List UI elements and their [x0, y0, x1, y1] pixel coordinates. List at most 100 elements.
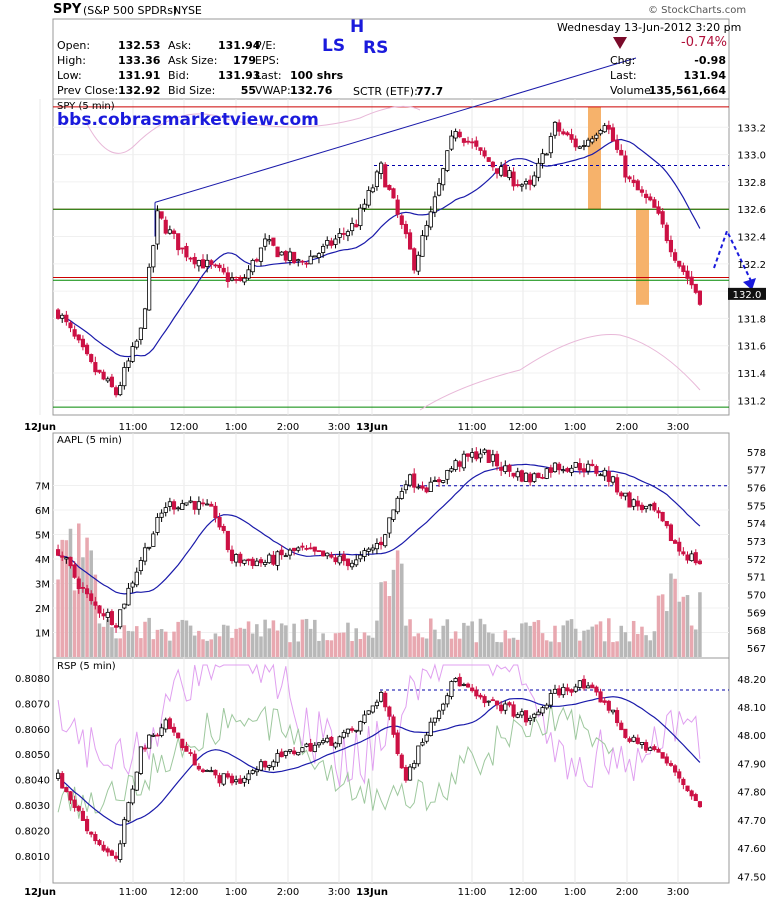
- rsp-candle: [594, 686, 599, 693]
- x-tick-label-top: 12:00: [170, 422, 199, 433]
- aapl-volume-bar: [97, 623, 102, 657]
- aapl-candle: [234, 554, 239, 563]
- rsp-candle: [697, 801, 702, 808]
- aapl-volume-bar: [511, 637, 516, 657]
- aapl-candle: [590, 463, 595, 467]
- spy-candle: [586, 139, 591, 147]
- spy-candle: [275, 246, 280, 258]
- x-tick-label-bottom: 12Jun: [24, 887, 56, 898]
- rsp-candle: [536, 711, 541, 716]
- rsp-candle: [267, 765, 272, 768]
- aapl-volume-bar: [631, 620, 636, 657]
- aapl-candle: [304, 547, 309, 550]
- header-v3-2: 100 shrs: [290, 69, 344, 82]
- aapl-candle: [561, 469, 566, 472]
- spy-candle: [287, 251, 293, 261]
- rsp-candle: [300, 747, 305, 753]
- aapl-candle: [689, 553, 694, 562]
- rsp-candle: [238, 778, 243, 784]
- aapl-volume-bar: [495, 641, 499, 657]
- aapl-candle: [445, 469, 450, 480]
- aapl-volume-bar: [441, 625, 445, 657]
- aapl-volume-bar: [163, 631, 168, 657]
- spy-candle: [494, 168, 500, 174]
- rsp-candle: [345, 728, 351, 734]
- rsp-candle: [627, 738, 632, 742]
- aapl-volume-bar: [544, 640, 549, 657]
- aapl-volume-bar: [681, 596, 686, 657]
- spy-candle: [213, 264, 218, 267]
- x-tick-label-bottom: 13Jun: [356, 887, 388, 898]
- spy-candle: [350, 223, 355, 232]
- aapl-volume-bar: [408, 619, 412, 657]
- aapl-candle: [109, 611, 114, 625]
- aapl-volume-bar: [453, 631, 458, 657]
- rsp-y-tick: 48.20: [737, 675, 766, 686]
- aapl-volume-bar: [333, 633, 338, 657]
- aapl-candle: [350, 562, 355, 568]
- spy-candle: [72, 329, 77, 337]
- aapl-candle: [635, 500, 640, 507]
- aapl-volume-bar: [184, 620, 189, 657]
- spy-candle: [668, 239, 674, 253]
- spy-candle: [681, 265, 686, 272]
- rsp-candle: [329, 737, 334, 746]
- rsp-candle: [350, 728, 355, 731]
- spy-candle: [590, 138, 595, 143]
- aapl-volume-bar: [259, 636, 263, 657]
- spy-candle: [470, 141, 475, 144]
- aapl-candle: [677, 541, 682, 552]
- aapl-volume-bar: [321, 633, 325, 657]
- aapl-volume-bar: [627, 641, 632, 657]
- aapl-volume-bar: [379, 582, 383, 657]
- aapl-volume-bar: [466, 625, 470, 657]
- x-tick-label-top: 2:00: [277, 422, 299, 433]
- x-tick-label-bottom: 2:00: [616, 887, 638, 898]
- rsp-left-tick: 0.8070: [15, 699, 50, 710]
- spy-candle: [689, 276, 694, 286]
- header-l1-0: Open:: [57, 39, 91, 52]
- spy-candle: [606, 124, 611, 130]
- aapl-volume-bar: [159, 629, 164, 657]
- spy-candle: [159, 211, 164, 219]
- rsp-candle: [188, 752, 193, 754]
- rsp-candle: [134, 771, 139, 791]
- aapl-volume-tick: 1M: [35, 629, 50, 640]
- aapl-candle: [56, 549, 61, 556]
- rsp-candle: [383, 692, 388, 708]
- spy-candle: [660, 211, 665, 225]
- aapl-volume-bar: [143, 621, 147, 657]
- rsp-candle: [279, 751, 284, 758]
- rsp-candle: [635, 737, 640, 744]
- rsp-candle: [109, 850, 114, 856]
- aapl-candle: [660, 511, 665, 522]
- rsp-candle: [681, 778, 686, 786]
- aapl-candle: [217, 517, 222, 528]
- rsp-candle: [577, 680, 582, 688]
- aapl-candle: [250, 558, 255, 566]
- spy-candle: [378, 162, 384, 174]
- aapl-candle: [155, 517, 160, 533]
- aapl-volume-bar: [209, 639, 214, 657]
- aapl-candle: [134, 571, 139, 586]
- aapl-volume-bar: [114, 638, 118, 657]
- rsp-candle: [391, 716, 396, 735]
- aapl-volume-bar: [660, 594, 665, 657]
- x-tick-label-bottom: 11:00: [119, 887, 148, 898]
- aapl-candle: [122, 603, 127, 609]
- spy-candle: [565, 132, 570, 136]
- aapl-candle: [577, 463, 582, 471]
- aapl-candle: [428, 481, 433, 492]
- rsp-candle: [395, 732, 400, 755]
- rsp-candle: [142, 747, 148, 750]
- aapl-candle: [337, 555, 342, 564]
- spy-candle: [449, 135, 454, 150]
- aapl-candle: [610, 476, 616, 483]
- spy-candle: [536, 162, 541, 178]
- aapl-volume-bar: [337, 632, 342, 657]
- aapl-candle: [312, 546, 317, 552]
- aapl-candle: [200, 502, 206, 505]
- aapl-volume-tick: 2M: [35, 604, 50, 615]
- last-value: 131.94: [683, 69, 726, 82]
- aapl-y-tick: 571: [747, 573, 766, 584]
